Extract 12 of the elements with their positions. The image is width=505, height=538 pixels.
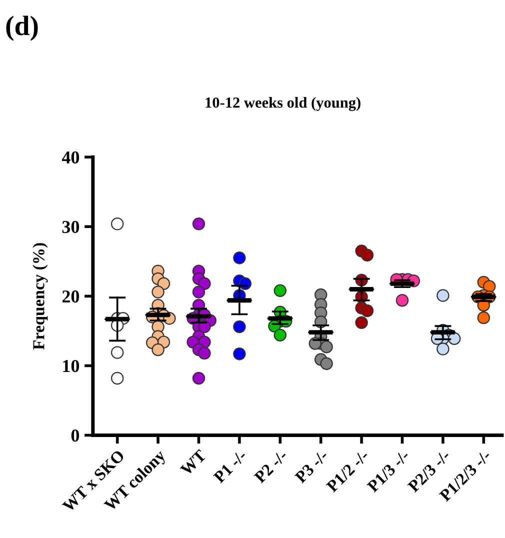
y-tick-label: 40 <box>62 151 80 164</box>
x-tick-label: P1 -/- <box>212 449 248 484</box>
y-axis-title: Frequency (%) <box>32 243 48 350</box>
x-tick-label: P2 -/- <box>254 449 288 484</box>
x-tick-label: P3 -/- <box>294 449 329 484</box>
y-tick-label: 30 <box>62 220 80 234</box>
chart-title: 10-12 weeks old (young) <box>206 97 360 111</box>
y-tick-label: 0 <box>71 430 80 442</box>
y-tick-label: 20 <box>62 290 80 303</box>
text: (d) <box>6 16 38 41</box>
y-tick-label: 10 <box>63 360 80 372</box>
x-tick-label: WT <box>180 449 207 476</box>
